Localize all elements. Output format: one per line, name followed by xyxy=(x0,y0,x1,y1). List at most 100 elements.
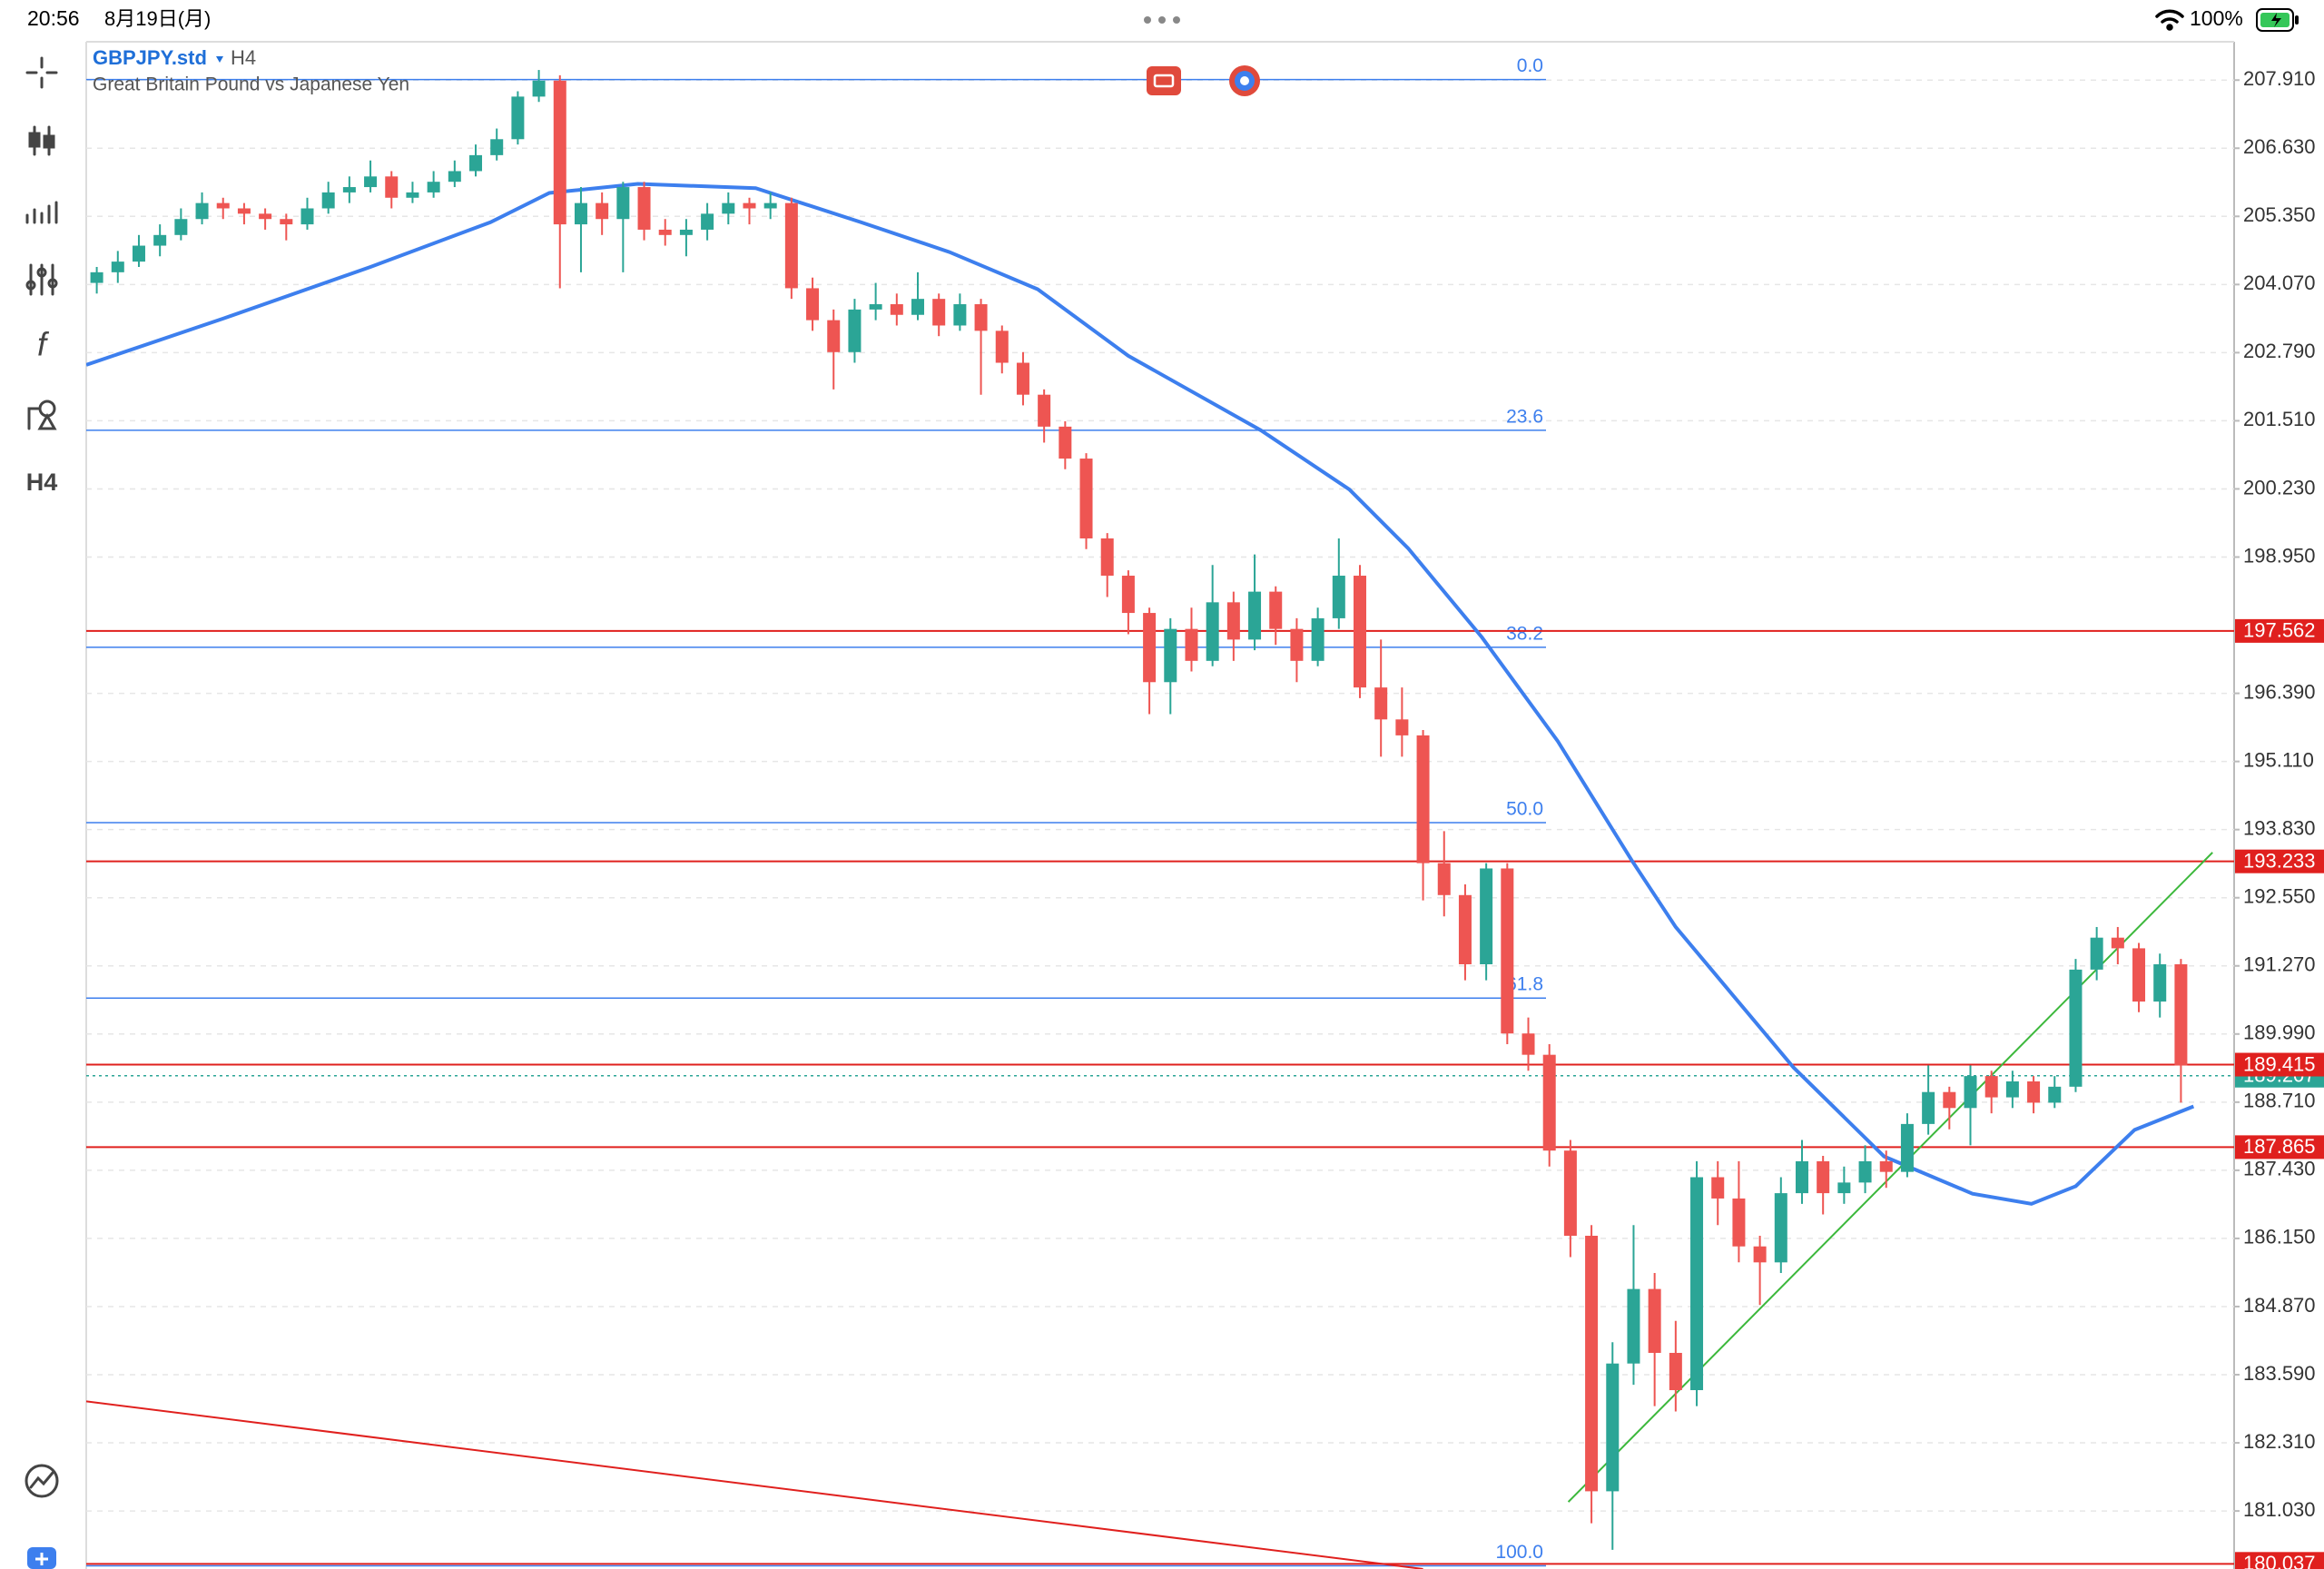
candle-body xyxy=(1269,591,1283,629)
candle-body xyxy=(932,299,946,326)
candle-body xyxy=(1374,687,1388,720)
y-tick-label: 184.870 xyxy=(2243,1294,2316,1317)
signals-tool[interactable] xyxy=(25,1464,59,1498)
candle-body xyxy=(2048,1086,2062,1103)
candle-body xyxy=(2153,964,2167,1002)
candle-body xyxy=(1542,1054,1556,1151)
candle-body xyxy=(1016,362,1029,395)
candle-body xyxy=(1585,1235,1599,1492)
chart-type-tool[interactable] xyxy=(28,125,55,156)
candle-body xyxy=(1753,1246,1767,1263)
bottom-tool[interactable] xyxy=(27,1547,56,1569)
candle-body xyxy=(1437,863,1451,895)
status-time: 20:56 xyxy=(27,6,80,30)
y-tick-label: 192.550 xyxy=(2243,885,2316,908)
trade-button[interactable] xyxy=(1147,66,1181,95)
candle-body xyxy=(364,176,378,188)
y-tick-label: 189.990 xyxy=(2243,1021,2316,1044)
candle-body xyxy=(1059,426,1072,459)
candle-body xyxy=(1395,719,1409,735)
candle-body xyxy=(1900,1123,1914,1172)
candle-body xyxy=(321,192,335,209)
candle-body xyxy=(827,320,841,352)
indicators-tool[interactable] xyxy=(25,201,58,224)
y-tick-label: 188.710 xyxy=(2243,1090,2316,1112)
candle-body xyxy=(974,304,988,331)
candle-body xyxy=(616,187,630,220)
candle-body xyxy=(1501,868,1514,1034)
candle-body xyxy=(1332,576,1345,618)
candle-body xyxy=(1521,1033,1535,1055)
timeframe-button[interactable]: H4 xyxy=(26,469,58,496)
price-badge-label: 197.562 xyxy=(2243,619,2316,642)
y-tick-label: 196.390 xyxy=(2243,680,2316,703)
candle-body xyxy=(111,262,124,272)
candle-body xyxy=(216,202,230,209)
candle-body xyxy=(1774,1193,1787,1263)
candle-body xyxy=(490,139,504,155)
candle-body xyxy=(90,271,103,283)
wifi-icon xyxy=(2155,9,2184,31)
crosshair-tool[interactable] xyxy=(25,56,58,89)
fibonacci-label: 38.2 xyxy=(1506,623,1543,644)
candle-body xyxy=(701,213,714,230)
candle-body xyxy=(2005,1081,2019,1098)
candle-body xyxy=(890,304,903,315)
candle-body xyxy=(427,182,440,192)
candle-body xyxy=(806,288,820,321)
candle-body xyxy=(1964,1076,1977,1109)
symbol-dropdown[interactable] xyxy=(216,56,223,63)
candle-body xyxy=(2174,964,2188,1066)
chart-timeframe: H4 xyxy=(231,46,256,69)
candle-body xyxy=(1143,613,1157,683)
candle-body xyxy=(342,187,356,192)
y-tick-label: 200.230 xyxy=(2243,476,2316,498)
candle-body xyxy=(637,187,651,230)
candle-body xyxy=(1606,1363,1620,1492)
candle-body xyxy=(1732,1198,1746,1247)
candle-body xyxy=(1226,602,1240,640)
status-date: 8月19日(月) xyxy=(104,7,211,30)
candle-body xyxy=(553,80,566,225)
candle-body xyxy=(1648,1288,1661,1353)
candle-body xyxy=(448,171,461,183)
candle-body xyxy=(679,229,693,235)
candle-body xyxy=(1879,1160,1893,1172)
candle-body xyxy=(532,80,546,97)
candle-body xyxy=(280,219,293,225)
objects-tool[interactable] xyxy=(27,400,57,430)
sync-button[interactable] xyxy=(1229,65,1260,96)
candle-body xyxy=(869,304,882,310)
y-tick-label: 187.430 xyxy=(2243,1158,2316,1180)
fibonacci-label: 0.0 xyxy=(1517,55,1543,76)
candle-body xyxy=(1206,602,1219,661)
candle-body xyxy=(237,208,251,214)
candle-body xyxy=(153,234,167,246)
y-tick-label: 193.830 xyxy=(2243,816,2316,839)
trend-line xyxy=(86,1400,1423,1569)
y-tick-label: 202.790 xyxy=(2243,340,2316,362)
candle-body xyxy=(1100,538,1114,577)
y-tick-label: 205.350 xyxy=(2243,203,2316,226)
candle-body xyxy=(1922,1091,1935,1124)
price-axis: 207.910 206.630 205.350 204.070 202.790 201.5… xyxy=(2234,67,2324,1569)
settings-tool[interactable] xyxy=(25,263,58,296)
price-badge xyxy=(2235,1552,2324,1569)
y-tick-label: 207.910 xyxy=(2243,67,2316,90)
candle-body xyxy=(511,96,525,140)
price-badge xyxy=(2235,1052,2324,1077)
candle-body xyxy=(2027,1081,2041,1103)
candle-body xyxy=(195,202,209,220)
plot-area: 0.0 23.6 38.2 50.0 61.8 100.0 xyxy=(86,55,2234,1569)
y-tick-label: 191.270 xyxy=(2243,953,2316,976)
y-tick-label: 195.110 xyxy=(2243,748,2314,771)
y-tick-label: 181.030 xyxy=(2243,1498,2316,1521)
y-tick-label: 206.630 xyxy=(2243,135,2316,158)
symbol[interactable]: GBPJPY.std xyxy=(93,46,207,69)
candle-body xyxy=(1984,1076,1998,1098)
candle-body xyxy=(1480,868,1493,965)
y-tick-label: 198.950 xyxy=(2243,544,2316,567)
candle-body xyxy=(1943,1091,1956,1109)
candle-body xyxy=(1627,1288,1640,1364)
